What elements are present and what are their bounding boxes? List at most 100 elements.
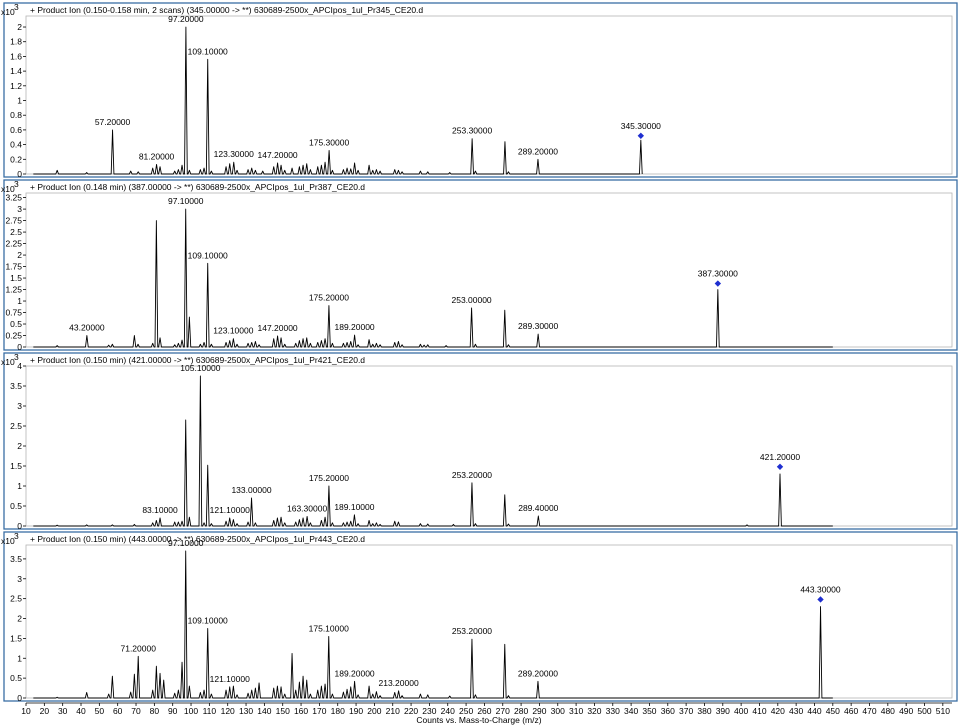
peak-label: 133.00000	[231, 485, 271, 495]
x-tick-label: 60	[113, 706, 123, 716]
x-tick-label: 180	[331, 706, 345, 716]
y-scale-label: x10	[1, 184, 15, 194]
x-tick-label: 380	[697, 706, 711, 716]
peak-label: 71.20000	[120, 643, 156, 653]
x-tick-label: 230	[422, 706, 436, 716]
y-tick-label: 0	[17, 521, 22, 531]
y-tick-label: 2	[17, 614, 22, 624]
spectrum-trace	[33, 375, 833, 527]
peak-label: 289.30000	[518, 321, 558, 331]
y-tick-label: 2	[17, 441, 22, 451]
panel-title: + Product Ion (0.150 min) (421.00000 -> …	[30, 355, 365, 365]
y-tick-label: 0.5	[10, 501, 22, 511]
y-tick-label: 1	[17, 481, 22, 491]
panel-title: + Product Ion (0.148 min) (387.00000 -> …	[30, 182, 365, 192]
y-tick-label: 0.6	[10, 125, 22, 135]
x-tick-label: 390	[716, 706, 730, 716]
x-tick-label: 460	[844, 706, 858, 716]
panel-frame	[3, 531, 958, 702]
spectrum-panel-4: + Product Ion (0.150 min) (443.00000 -> …	[1, 531, 958, 703]
y-tick-label: 1	[17, 653, 22, 663]
x-tick-label: 370	[679, 706, 693, 716]
x-tick-label: 210	[386, 706, 400, 716]
spectrum-panel-1: + Product Ion (0.150-0.158 min, 2 scans)…	[1, 2, 958, 179]
precursor-marker	[714, 280, 722, 287]
x-tick-label: 490	[899, 706, 913, 716]
peak-label: 105.10000	[180, 363, 220, 373]
y-axis: 0 0.5 1 1.5 2 2.5 3 3.5 4	[10, 361, 26, 531]
y-tick-label: 2.25	[5, 239, 22, 249]
spectrum-panel-2: + Product Ion (0.148 min) (387.00000 -> …	[1, 179, 958, 352]
y-axis: 0 0.2 0.4 0.6 0.8 1 1.2 1.4 1.6 1.8 2	[10, 22, 26, 179]
x-tick-label: 10	[21, 706, 31, 716]
x-tick-label: 140	[257, 706, 271, 716]
precursor-marker	[637, 132, 645, 139]
peak-label: 147.20000	[257, 150, 297, 160]
y-tick-label: 0	[17, 169, 22, 179]
y-tick-label: 3	[17, 574, 22, 584]
panel-title: + Product Ion (0.150-0.158 min, 2 scans)…	[30, 5, 423, 15]
peak-label: 81.20000	[139, 151, 175, 161]
x-tick-label: 260	[477, 706, 491, 716]
x-tick-label: 330	[606, 706, 620, 716]
x-tick-label: 360	[661, 706, 675, 716]
peak-label: 109.10000	[188, 250, 228, 260]
y-tick-label: 1	[17, 296, 22, 306]
peak-label: 253.20000	[452, 626, 492, 636]
peak-label: 253.00000	[451, 295, 491, 305]
peak-label: 289.20000	[518, 146, 558, 156]
y-scale-exponent: 3	[14, 179, 19, 189]
y-tick-label: 2.5	[10, 594, 22, 604]
x-tick-label: 80	[150, 706, 160, 716]
x-tick-label: 240	[441, 706, 455, 716]
x-tick-label: 420	[771, 706, 785, 716]
peak-label: 289.20000	[518, 668, 558, 678]
y-tick-label: 2.5	[10, 227, 22, 237]
x-tick-label: 50	[95, 706, 105, 716]
y-tick-label: 0.8	[10, 110, 22, 120]
spectrum-panels: + Product Ion (0.150-0.158 min, 2 scans)…	[1, 2, 958, 703]
y-tick-label: 2	[17, 250, 22, 260]
spectrum-panel-3: + Product Ion (0.150 min) (421.00000 -> …	[1, 352, 958, 531]
y-axis: 00.25 0.50.75 11.25 1.51.75 22.25 2.52.75 33.2…	[5, 193, 26, 352]
x-tick-label: 200	[367, 706, 381, 716]
x-tick-label: 30	[58, 706, 68, 716]
x-tick-label: 310	[569, 706, 583, 716]
precursor-label: 387.30000	[698, 269, 738, 279]
peak-label: 83.10000	[142, 505, 178, 515]
x-tick-label: 340	[624, 706, 638, 716]
y-scale-exponent: 3	[14, 2, 19, 12]
x-tick-label: 160	[294, 706, 308, 716]
peak-label: 175.10000	[309, 623, 349, 633]
spectrum-trace	[33, 550, 833, 699]
peak-label: 175.20000	[309, 473, 349, 483]
x-tick-label: 320	[587, 706, 601, 716]
x-tick-label: 270	[496, 706, 510, 716]
x-tick-label: 500	[917, 706, 931, 716]
y-scale-exponent: 3	[14, 352, 19, 362]
peak-label: 109.10000	[188, 615, 228, 625]
y-tick-label: 1.5	[10, 461, 22, 471]
x-tick-label: 450	[826, 706, 840, 716]
x-tick-label: 350	[642, 706, 656, 716]
peak-label: 121.10000	[210, 505, 250, 515]
x-tick-label: 290	[532, 706, 546, 716]
panel-title: + Product Ion (0.150 min) (443.00000 -> …	[30, 534, 365, 544]
x-axis: 10 20 30 40 50 60 70 80 90 100 110 120 130 140 150 160 1…	[21, 702, 952, 716]
y-tick-label: 1.4	[10, 66, 22, 76]
x-tick-label: 90	[168, 706, 178, 716]
y-scale-exponent: 3	[14, 531, 19, 541]
panel-frame	[3, 352, 958, 530]
peak-label: 147.20000	[257, 323, 297, 333]
x-tick-label: 480	[881, 706, 895, 716]
y-axis: 0 0.5 1 1.5 2 2.5 3 3.5	[10, 554, 26, 703]
precursor-label: 421.20000	[760, 452, 800, 462]
x-tick-label: 300	[551, 706, 565, 716]
peak-label: 175.20000	[309, 293, 349, 303]
peak-label: 97.10000	[168, 196, 204, 206]
panel-frame	[3, 179, 958, 351]
x-tick-label: 470	[862, 706, 876, 716]
y-scale-label: x10	[1, 357, 15, 367]
y-tick-label: 1.2	[10, 81, 22, 91]
